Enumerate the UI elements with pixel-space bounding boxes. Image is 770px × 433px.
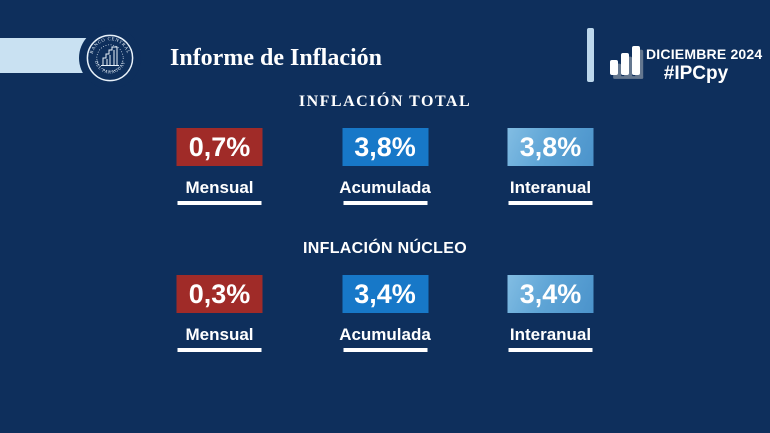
label-underline <box>508 348 593 352</box>
metric-label: Interanual <box>509 178 592 197</box>
metrics-row-nucleo: 0,3% Mensual 3,4% Acumulada 3,4% Interan… <box>176 275 594 352</box>
value-box-total-acumulada: 3,8% <box>342 128 428 166</box>
header-divider <box>587 28 594 82</box>
metric-label: Mensual <box>185 178 254 197</box>
metric-label: Interanual <box>509 325 592 344</box>
metric-nucleo-mensual: 0,3% Mensual <box>176 275 263 352</box>
label-underline <box>177 201 262 205</box>
section-title-nucleo: INFLACIÓN NÚCLEO <box>303 240 467 257</box>
section-inflacion-nucleo: INFLACIÓN NÚCLEO 0,3% Mensual 3,4% Acumu… <box>0 240 770 352</box>
metric-total-interanual: 3,8% Interanual <box>507 128 594 205</box>
value-box-total-mensual: 0,7% <box>176 128 263 166</box>
metric-label: Mensual <box>185 325 254 344</box>
seal-building-glyph <box>101 46 119 66</box>
bar-chart-icon <box>610 46 644 79</box>
period-label: DICIEMBRE 2024 <box>646 46 763 62</box>
central-bank-seal-icon: BANCO CENTRAL DEL PARAGUAY <box>86 34 134 82</box>
page-title: Informe de Inflación <box>170 45 382 71</box>
hashtag-label: #IPCpy <box>663 63 729 84</box>
value-box-nucleo-interanual: 3,4% <box>507 275 594 313</box>
value-box-total-interanual: 3,8% <box>507 128 594 166</box>
metric-nucleo-interanual: 3,4% Interanual <box>507 275 594 352</box>
metric-total-acumulada: 3,8% Acumulada <box>339 128 431 205</box>
section-title-total: INFLACIÓN TOTAL <box>298 93 472 110</box>
metric-total-mensual: 0,7% Mensual <box>176 128 263 205</box>
value-box-nucleo-mensual: 0,3% <box>176 275 263 313</box>
value-box-nucleo-acumulada: 3,4% <box>342 275 428 313</box>
label-underline <box>508 201 593 205</box>
label-underline <box>343 201 427 205</box>
metric-nucleo-acumulada: 3,4% Acumulada <box>339 275 431 352</box>
label-underline <box>177 348 262 352</box>
period-badge: DICIEMBRE 2024 #IPCpy <box>646 46 763 85</box>
metric-label: Acumulada <box>339 178 431 197</box>
section-inflacion-total: INFLACIÓN TOTAL 0,7% Mensual 3,8% Acumul… <box>0 93 770 205</box>
metrics-row-total: 0,7% Mensual 3,8% Acumulada 3,8% Interan… <box>176 128 594 205</box>
svg-text:BANCO CENTRAL: BANCO CENTRAL <box>89 36 131 54</box>
label-underline <box>343 348 427 352</box>
metric-label: Acumulada <box>339 325 431 344</box>
